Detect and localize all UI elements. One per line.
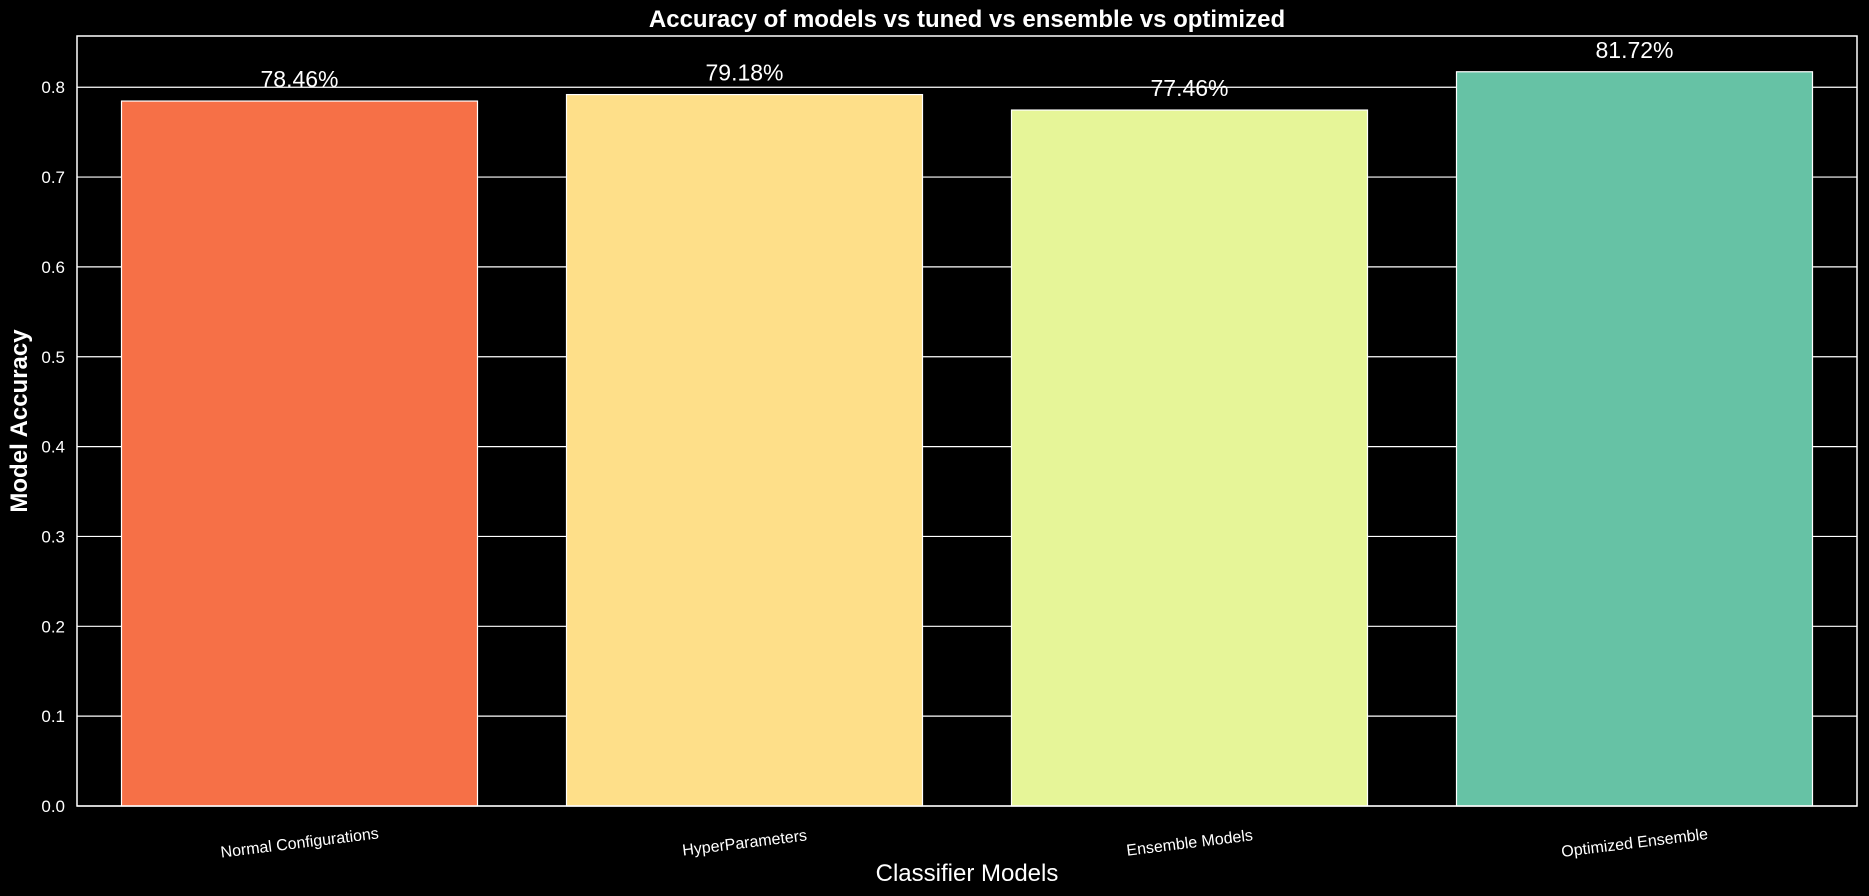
y-tick-label: 0.0 (41, 797, 65, 816)
bar (1455, 71, 1814, 807)
y-tick-label: 0.1 (41, 707, 65, 726)
y-tick-label: 0.3 (41, 527, 65, 546)
y-axis-label: Model Accuracy (6, 329, 33, 513)
y-tick-label: 0.4 (41, 438, 65, 457)
y-tick-label: 0.8 (41, 78, 65, 97)
bar (120, 100, 479, 807)
y-tick-label: 0.7 (41, 168, 65, 187)
x-axis-label: Classifier Models (876, 860, 1059, 887)
data-label: 77.46% (1150, 75, 1228, 101)
y-tick-label: 0.2 (41, 617, 65, 636)
chart-title: Accuracy of models vs tuned vs ensemble … (649, 6, 1285, 33)
y-tick-label: 0.5 (41, 348, 65, 367)
data-label: 81.72% (1595, 37, 1673, 63)
bar (1010, 109, 1369, 807)
y-tick-label: 0.6 (41, 258, 65, 277)
data-labels: 78.46% 79.18% 77.46% 81.72% (260, 37, 1673, 101)
bars (120, 71, 1814, 807)
data-label: 78.46% (260, 66, 338, 92)
plot-frame (76, 35, 1858, 807)
data-label: 79.18% (705, 60, 783, 86)
bar (565, 93, 924, 807)
y-axis-ticks: 0.0 0.1 0.2 0.3 0.4 0.5 0.6 0.7 0.8 (41, 78, 65, 816)
